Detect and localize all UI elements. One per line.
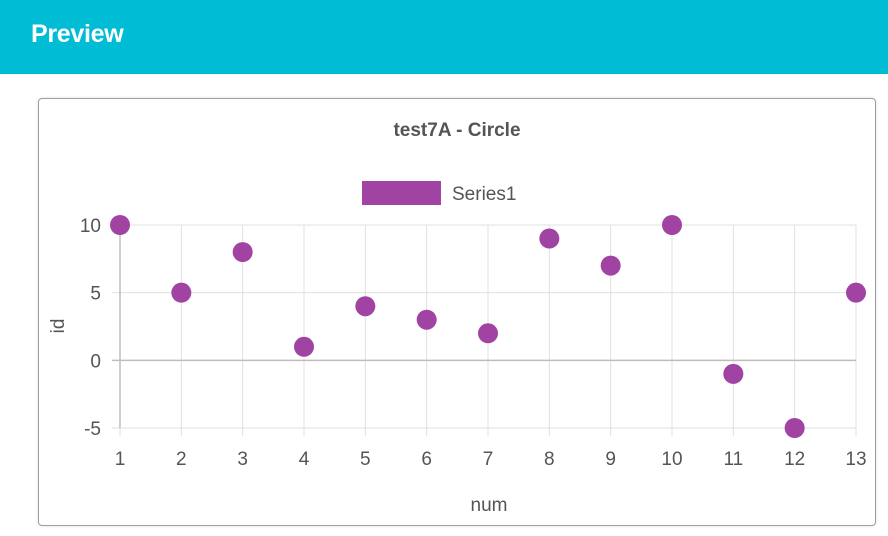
data-point[interactable] [110,215,130,235]
x-tick-label: 3 [237,449,248,470]
y-tick-label: -5 [84,419,101,440]
data-point[interactable] [355,296,376,317]
x-tick-label: 2 [176,449,187,470]
x-tick-label: 11 [723,449,743,470]
x-tick-label: 13 [845,449,866,470]
y-tick-label: 5 [90,284,101,305]
data-point[interactable] [478,323,498,344]
data-point[interactable] [232,242,253,263]
legend-label-series1: Series1 [452,184,516,205]
chart-card [38,98,876,526]
data-point[interactable] [600,255,621,276]
x-tick-label: 8 [544,449,555,470]
y-tick-label: 0 [90,351,101,372]
x-tick-label: 4 [299,449,310,470]
y-axis-label: id [48,319,69,334]
data-point[interactable] [846,282,866,303]
data-points [110,215,866,438]
data-point[interactable] [539,228,560,249]
data-point[interactable] [294,336,314,357]
chart-title: test7A - Circle [393,120,520,141]
data-point[interactable] [723,363,744,384]
header-spacer [0,74,888,98]
grid [112,224,857,436]
page-title: Preview [31,20,124,48]
legend[interactable]: Series1 [362,181,516,205]
data-point[interactable] [416,309,437,330]
x-tick-label: 12 [784,449,805,470]
legend-swatch [362,181,441,205]
data-point[interactable] [171,282,192,303]
data-point[interactable] [784,418,805,438]
data-point[interactable] [662,215,682,235]
x-tick-label: 6 [421,449,432,470]
app-header: Preview [0,0,888,74]
x-axis-label: num [471,495,508,516]
x-tick-label: 1 [115,449,126,470]
x-tick-label: 9 [605,449,616,470]
y-tick-label: 10 [80,216,101,237]
x-tick-label: 7 [483,449,494,470]
x-tick-label: 10 [661,449,682,470]
x-tick-label: 5 [360,449,371,470]
